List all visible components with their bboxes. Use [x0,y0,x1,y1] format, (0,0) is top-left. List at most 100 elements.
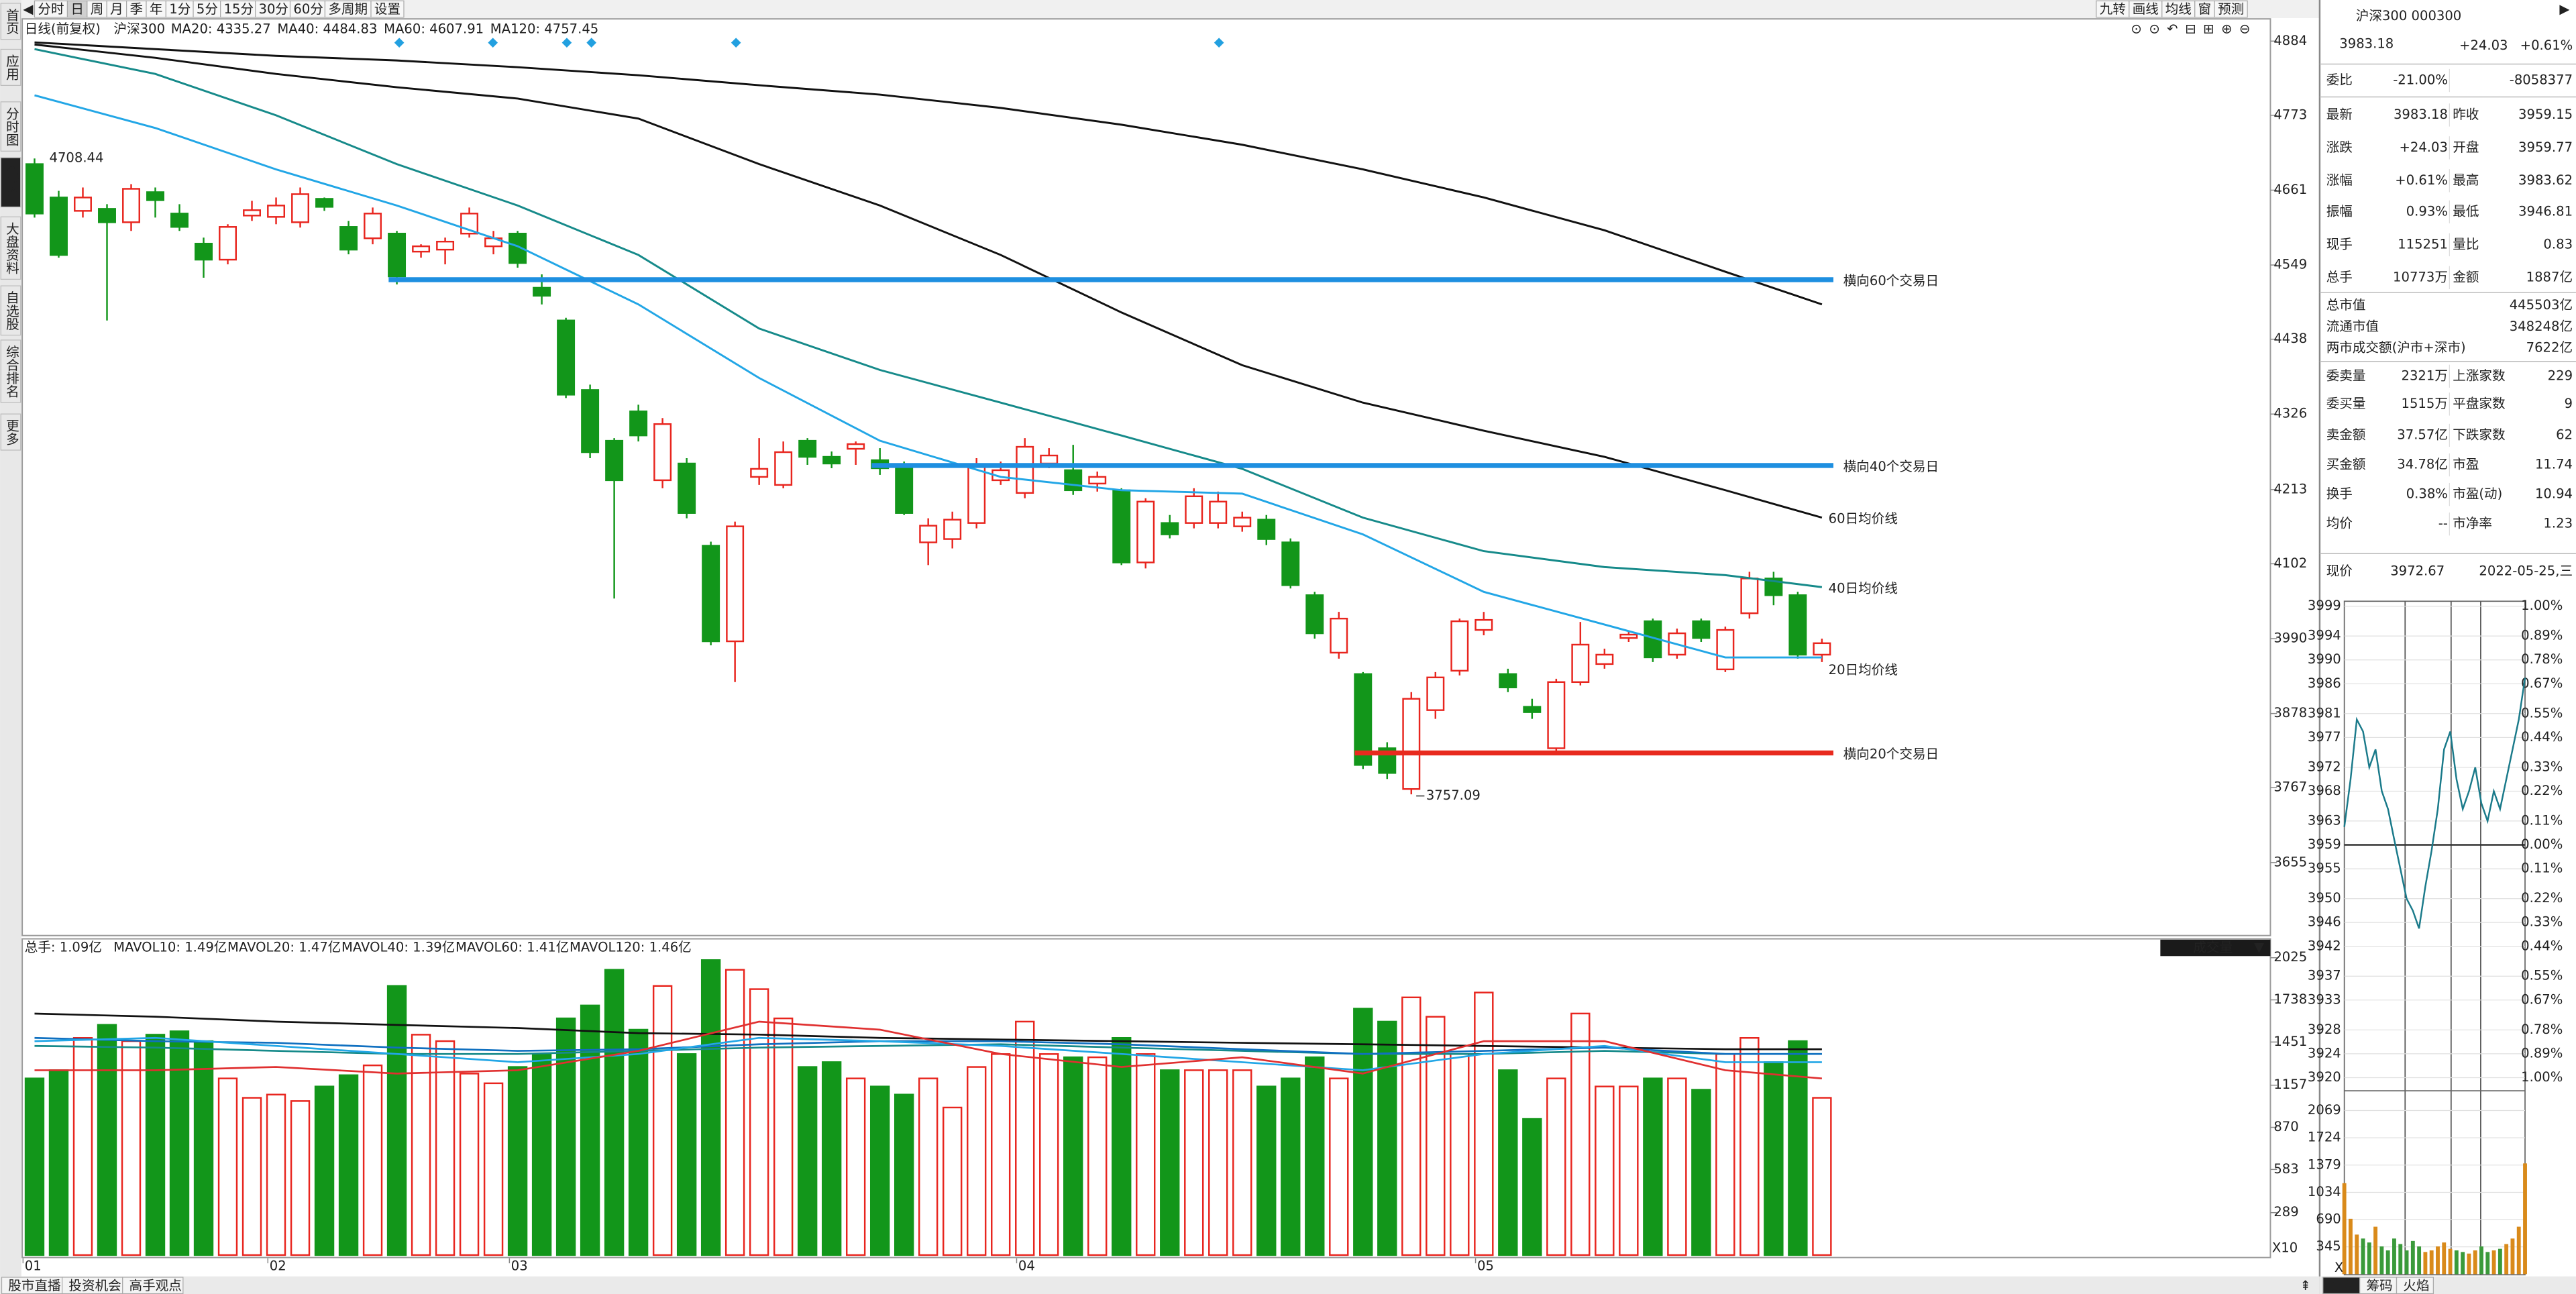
toolbar-button[interactable] [2194,0,2215,18]
sidebar-label[interactable]: 更多 [3,419,19,445]
bottom-tab-label[interactable]: 股市直播 [8,1278,61,1293]
sidebar-label[interactable]: 首页 [3,8,19,34]
side-tab-label[interactable]: 筹码 [2366,1278,2392,1293]
chart-tool-icon[interactable]: ⊙ [2131,21,2141,37]
candle-body [50,197,68,256]
intraday-vol-bar [2404,1250,2409,1275]
quote-label: 市盈 [2453,457,2479,472]
side-tab-label[interactable]: 火焰 [2403,1278,2429,1293]
toolbar-label[interactable]: 九转 [2100,1,2126,17]
event-marker[interactable] [586,38,597,48]
side-tab-label[interactable]: 分时 [2330,1278,2356,1293]
quote-label: 委买量 [2326,396,2366,411]
volume-bar [555,1017,576,1256]
sidebar-label[interactable]: 大盘资料 [3,222,19,274]
toolbar-label[interactable]: 季 [130,1,144,17]
sidebar-label[interactable]: K线图 [3,162,19,197]
volume-bar [121,1040,142,1256]
vol-button-arrow[interactable]: ▼ [2254,940,2264,955]
toolbar-label[interactable]: 1分 [169,1,191,17]
event-marker[interactable] [394,38,405,48]
event-marker[interactable] [561,38,572,48]
side-tab[interactable] [2322,1277,2361,1294]
intraday-vol-label: 1034 [2308,1184,2341,1199]
sidebar-item[interactable] [0,339,21,403]
toolbar-label[interactable]: 均线 [2165,1,2192,17]
nav-arrow[interactable]: ◀ [23,1,33,17]
vol-button[interactable] [2160,939,2271,957]
quote-value: 348248亿 [2510,319,2573,334]
sidebar-label[interactable]: 分时图 [3,107,19,146]
chart-tool-icon[interactable]: ⊞ [2203,21,2214,37]
toolbar-label[interactable]: 日 [70,1,84,17]
toolbar-label[interactable]: 月 [110,1,123,17]
toolbar-button[interactable] [2129,0,2163,18]
sidebar-item[interactable] [0,285,21,336]
volume-bar [943,1106,963,1256]
volume-bar [700,959,721,1256]
toolbar-button[interactable] [193,0,221,18]
toolbar-button[interactable] [289,0,326,18]
candle-body [436,240,455,251]
toolbar-label[interactable]: 预测 [2218,1,2244,17]
candle-body [750,468,769,478]
toolbar-label[interactable]: 年 [150,1,163,17]
toolbar-button[interactable] [2096,0,2130,18]
sidebar-item[interactable] [0,3,21,40]
toolbar-label[interactable]: 画线 [2133,1,2159,17]
quote-value: +24.03 [2399,140,2447,155]
toolbar-label[interactable]: 5分 [197,1,218,17]
intraday-vol-bar [2398,1244,2403,1275]
volume-bar [918,1077,938,1256]
chart-tool-icon[interactable]: ↶ [2167,21,2178,37]
toolbar-label[interactable]: 设置 [374,1,400,17]
toolbar-label[interactable]: 分时 [38,1,64,17]
sidebar-item[interactable] [0,413,21,451]
toolbar-label[interactable]: 窗 [2198,1,2212,17]
toolbar-button[interactable] [66,0,88,18]
arrow-icon[interactable]: ⇞ [2300,1278,2311,1293]
toolbar-button[interactable] [2161,0,2196,18]
nav-arrow[interactable]: ▶ [2559,1,2569,17]
intraday-vol-bar [2510,1238,2515,1275]
event-marker[interactable] [1214,38,1224,48]
sidebar-label[interactable]: 综合排名 [3,345,19,397]
intraday-vol-bar [2367,1242,2371,1275]
quote-value: 1515万 [2402,396,2448,411]
chart-tool-icon[interactable]: ⊕ [2221,21,2232,37]
vol-button-label[interactable]: 成交量 [2193,940,2233,955]
side-tab[interactable] [2359,1277,2398,1294]
toolbar-label[interactable]: 30分 [259,1,289,17]
quote-value: 11.74 [2535,457,2573,472]
intraday-vol-bar [2516,1226,2521,1275]
bottom-tab[interactable] [1,1277,63,1294]
toolbar-button[interactable] [2214,0,2248,18]
toolbar-button[interactable] [146,0,167,18]
toolbar-button[interactable] [106,0,127,18]
toolbar-label[interactable]: 周 [91,1,104,17]
sidebar-item[interactable] [0,101,21,152]
toolbar-button[interactable] [370,0,405,18]
toolbar-label[interactable]: 多周期 [328,1,368,17]
toolbar-button[interactable] [34,0,68,18]
sidebar-item[interactable] [0,216,21,280]
toolbar-button[interactable] [255,0,291,18]
side-tab[interactable] [2396,1277,2434,1294]
chart-tool-icon[interactable]: ⊖ [2239,21,2250,37]
toolbar-label[interactable]: 15分 [224,1,254,17]
intraday-price-label: 3942 [2308,938,2341,953]
sidebar-item[interactable] [0,48,21,86]
event-marker[interactable] [731,38,741,48]
quote-pct: +0.61% [2520,38,2573,53]
sidebar-label[interactable]: 自选股 [3,290,19,330]
intraday-pct-label: 0.55% [2521,968,2563,983]
sidebar-label[interactable]: 应用 [3,54,19,80]
toolbar-button[interactable] [87,0,107,18]
chart-tool-icon[interactable]: ⊟ [2185,21,2196,37]
bottom-tab-label[interactable]: 投资机会 [68,1278,121,1293]
toolbar-button[interactable] [165,0,194,18]
chart-tool-icon[interactable]: ⊙ [2149,21,2159,37]
sidebar-item[interactable] [0,157,21,208]
toolbar-label[interactable]: 60分 [293,1,323,17]
bottom-tab-label[interactable]: 高手观点 [129,1278,182,1293]
